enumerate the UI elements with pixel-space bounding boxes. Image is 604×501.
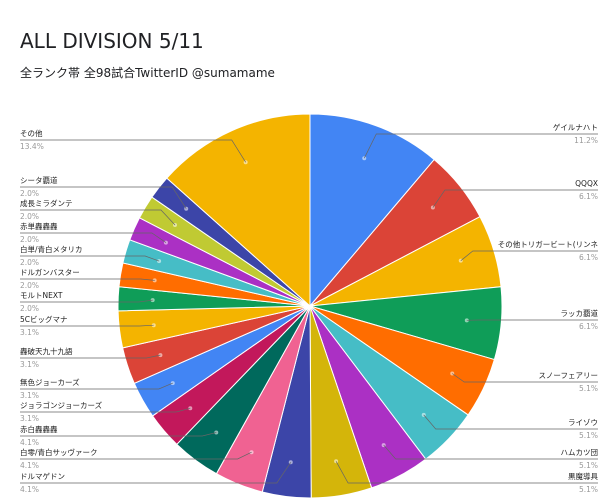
- leader-line: [20, 462, 292, 484]
- leader-line: [20, 324, 154, 327]
- slice-label: ゲイルナハト: [553, 123, 598, 132]
- slice-label: その他トリガービート(リンネ: [498, 239, 598, 249]
- leader-line: [20, 278, 155, 281]
- slice-labels: ゲイルナハト 11.2% QQQX 6.1% その他トリガービート(リンネ 6.1% ラッカ…: [20, 123, 598, 494]
- leader-line: [20, 299, 153, 303]
- slice-label: シータ覇道: [20, 175, 58, 185]
- slice-anchor-dot: [288, 460, 293, 465]
- slice-percent: 5.1%: [579, 485, 598, 494]
- slice-percent: 2.0%: [20, 212, 39, 221]
- slice-percent: 5.1%: [579, 461, 598, 470]
- slice-label: その他: [20, 128, 43, 138]
- leader-line: [20, 186, 187, 209]
- leader-line: [335, 461, 598, 484]
- slice-label: 赤単轟轟轟: [20, 221, 58, 231]
- leader-line: [451, 373, 598, 383]
- slice-anchor-dot: [184, 206, 189, 211]
- slice-percent: 13.4%: [20, 142, 44, 151]
- chart-subtitle: 全ランク帯 全98試合TwitterID @sumamame: [20, 65, 275, 80]
- slice-percent: 4.1%: [20, 461, 39, 470]
- slice-percent: 4.1%: [20, 438, 39, 447]
- pie-slice: [166, 113, 311, 308]
- slice-label: 無色ジョーカーズ: [20, 377, 80, 387]
- leader-line: [20, 255, 160, 262]
- slice-label: ジョラゴンジョーカーズ: [20, 400, 103, 410]
- slice-percent: 2.0%: [20, 281, 39, 290]
- slice-percent: 2.0%: [20, 235, 39, 244]
- slice-percent: 5.1%: [579, 431, 598, 440]
- leader-line: [460, 250, 598, 261]
- label-leaders: [20, 133, 598, 484]
- slice-label: スノーフェアリー: [538, 371, 598, 380]
- leader-line: [20, 407, 191, 413]
- slice-anchor-dot: [362, 156, 367, 161]
- leader-line: [20, 451, 252, 460]
- slice-percent: 6.1%: [579, 253, 598, 262]
- slice-percent: 3.1%: [20, 391, 39, 400]
- slice-percent: 2.0%: [20, 304, 39, 313]
- slice-percent: 3.1%: [20, 414, 39, 423]
- slice-anchor-dot: [157, 259, 162, 264]
- chart-title: ALL DIVISION 5/11: [20, 29, 204, 53]
- leader-line: [20, 432, 217, 437]
- slice-percent: 11.2%: [574, 136, 598, 145]
- slice-percent: 2.0%: [20, 189, 39, 198]
- slice-label: 白単/青白メタリカ: [20, 244, 83, 254]
- slice-anchor-dot: [151, 323, 156, 328]
- leader-line: [423, 414, 598, 430]
- slice-label: 5Cビッグマナ: [20, 314, 68, 324]
- slice-percent: 4.1%: [20, 485, 39, 494]
- slice-anchor-dot: [334, 459, 339, 464]
- slice-percent: 5.1%: [579, 384, 598, 393]
- slice-label: ラッカ覇道: [561, 308, 599, 318]
- slice-label: 赤白轟轟轟: [20, 424, 58, 434]
- slice-label: ライゾウ: [568, 418, 598, 427]
- slice-label: 黒魔導具: [568, 471, 598, 481]
- slice-label: モルトNEXT: [20, 291, 63, 300]
- leader-line: [432, 189, 598, 208]
- slice-percent: 6.1%: [579, 322, 598, 331]
- leader-line: [383, 444, 598, 460]
- slice-percent: 3.1%: [20, 360, 39, 369]
- slice-label: 轟破天九十九語: [20, 346, 73, 356]
- slice-percent: 6.1%: [579, 192, 598, 201]
- pie-slice: [309, 113, 435, 308]
- slice-percent: 3.1%: [20, 328, 39, 337]
- slice-label: 白零/青白サッヴァーク: [20, 447, 98, 457]
- leader-line: [20, 382, 173, 390]
- slice-anchor-dot: [464, 318, 469, 323]
- slice-percent: 2.0%: [20, 258, 39, 267]
- leader-line: [20, 209, 176, 226]
- slice-label: 成長ミラダンテ: [20, 198, 73, 208]
- slice-label: ドルマゲドン: [20, 472, 65, 481]
- slice-label: QQQX: [575, 179, 598, 188]
- leader-line: [20, 139, 246, 163]
- slice-label: ドルガンバスター: [20, 267, 80, 277]
- slice-anchor-dot: [158, 353, 163, 358]
- leader-line: [363, 133, 598, 159]
- leader-line: [20, 232, 167, 243]
- leader-line: [20, 354, 161, 359]
- slice-label: ハムカツ団: [561, 448, 599, 457]
- pie-slices: [117, 113, 503, 499]
